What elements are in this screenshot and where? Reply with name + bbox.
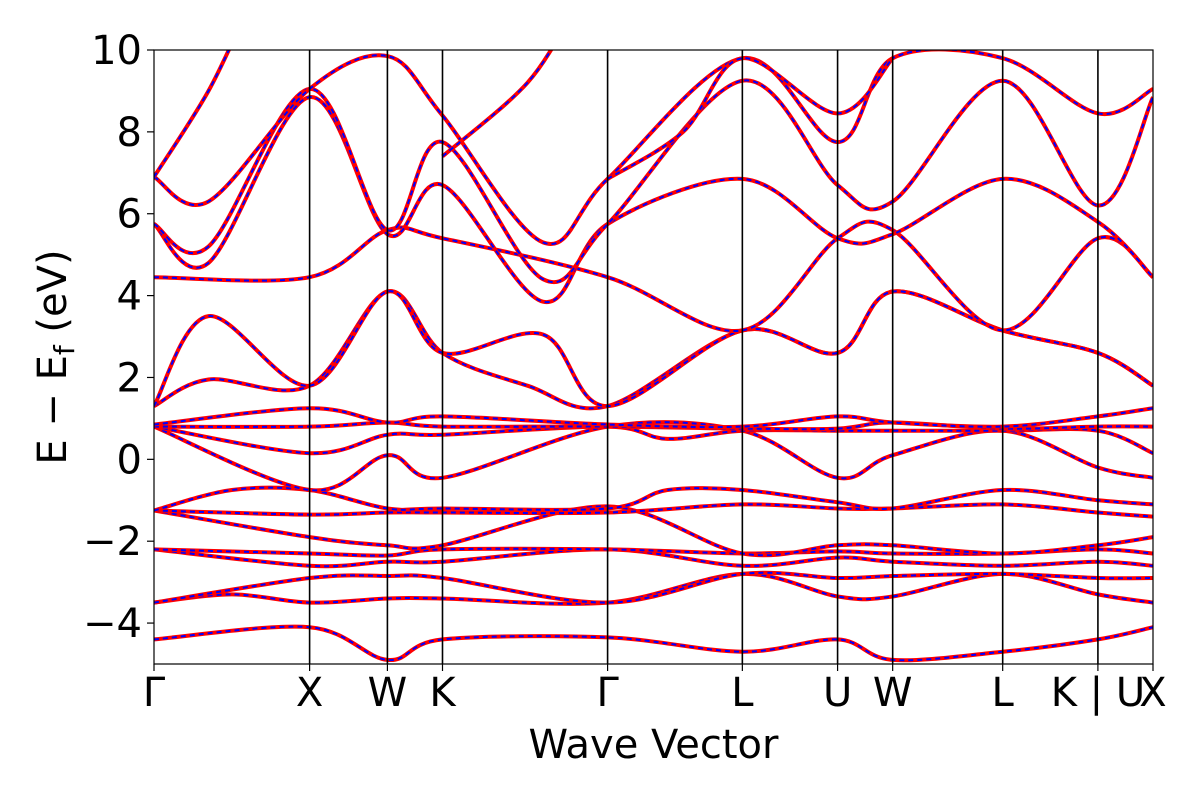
- band-12-overlay: [154, 407, 1153, 429]
- x-tick-label: K: [429, 670, 457, 716]
- bands-layer: [154, 50, 1153, 663]
- band-1-reference: [154, 624, 1153, 663]
- x-tick-label: Γ: [596, 670, 619, 716]
- y-tick-label: 6: [117, 192, 142, 238]
- y-tick-label: 10: [91, 28, 142, 74]
- y-axis-label-sub: f: [48, 344, 81, 355]
- x-tick-label: U: [823, 670, 852, 716]
- x-tick-label: L: [731, 670, 754, 716]
- y-axis-label: E − Ef (eV): [30, 249, 81, 464]
- x-tick-label: W: [368, 670, 408, 716]
- y-tick-label: 4: [117, 274, 142, 320]
- x-tick-label: W: [873, 670, 913, 716]
- band-8-overlay: [154, 486, 1153, 512]
- high-symmetry-lines: [308, 50, 1099, 664]
- band-19-reference: [154, 50, 232, 178]
- y-tick-label: −4: [83, 601, 142, 647]
- x-tick-label: X: [296, 670, 323, 716]
- y-axis-label-unit: (eV): [30, 249, 76, 345]
- y-axis-label-main: E − E: [30, 355, 76, 465]
- band-4-overlay: [154, 548, 1153, 568]
- x-tick-label: X: [1139, 670, 1166, 716]
- band-16-overlay: [154, 96, 1153, 303]
- y-tick-label: 0: [117, 437, 142, 483]
- band-20-reference: [606, 56, 895, 181]
- band-21-reference: [441, 50, 554, 158]
- y-tick-label: 8: [117, 110, 142, 156]
- plot-frame: [153, 49, 1154, 665]
- x-axis-label: Wave Vector: [529, 722, 780, 768]
- x-tick-label: Γ: [143, 670, 166, 716]
- band-20-overlay: [607, 57, 894, 180]
- band-5-overlay: [154, 547, 1153, 557]
- y-tick-label: −2: [83, 519, 142, 565]
- band-6-overlay: [154, 505, 1153, 557]
- y-axis-ticks: 10 8 6 4 2 0 −2 −4: [83, 28, 154, 647]
- y-tick-label: 2: [117, 355, 142, 401]
- band-19-overlay: [154, 50, 230, 178]
- x-tick-label: K | U: [1051, 670, 1145, 716]
- band-21-overlay: [441, 50, 553, 158]
- band-3-overlay: [154, 571, 1153, 604]
- x-tick-label: L: [992, 670, 1015, 716]
- band-7-overlay: [154, 503, 1153, 518]
